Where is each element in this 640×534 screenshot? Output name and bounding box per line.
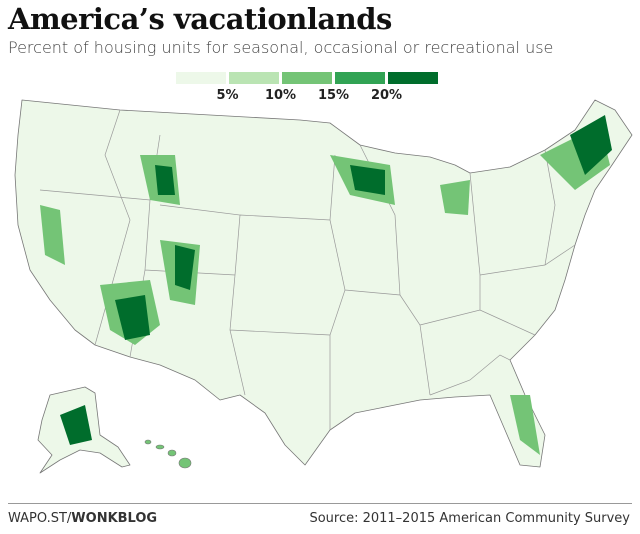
footer-credit: WAPO.ST/WONKBLOG xyxy=(8,511,157,526)
site: WAPO.ST/ xyxy=(8,511,72,526)
footer-rule xyxy=(8,503,632,504)
legend xyxy=(176,72,438,84)
legend-swatch xyxy=(388,72,438,84)
us-outline xyxy=(14,99,633,468)
map xyxy=(14,99,633,474)
legend-swatch xyxy=(335,72,385,84)
vacation-areas-high xyxy=(60,115,612,445)
section: WONKBLOG xyxy=(71,511,158,526)
legend-label: 5% xyxy=(216,88,239,103)
legend-label: 20% xyxy=(370,88,403,103)
legend-label: 15% xyxy=(317,88,350,103)
title: America’s vacationlands xyxy=(8,2,392,36)
source: Source: 2011–2015 American Community Sur… xyxy=(309,511,630,526)
hawaii xyxy=(144,439,192,469)
subtitle: Percent of housing units for seasonal, o… xyxy=(8,38,554,57)
legend-swatch xyxy=(282,72,332,84)
legend-swatch xyxy=(176,72,226,84)
legend-swatch xyxy=(229,72,279,84)
legend-label: 10% xyxy=(264,88,297,103)
